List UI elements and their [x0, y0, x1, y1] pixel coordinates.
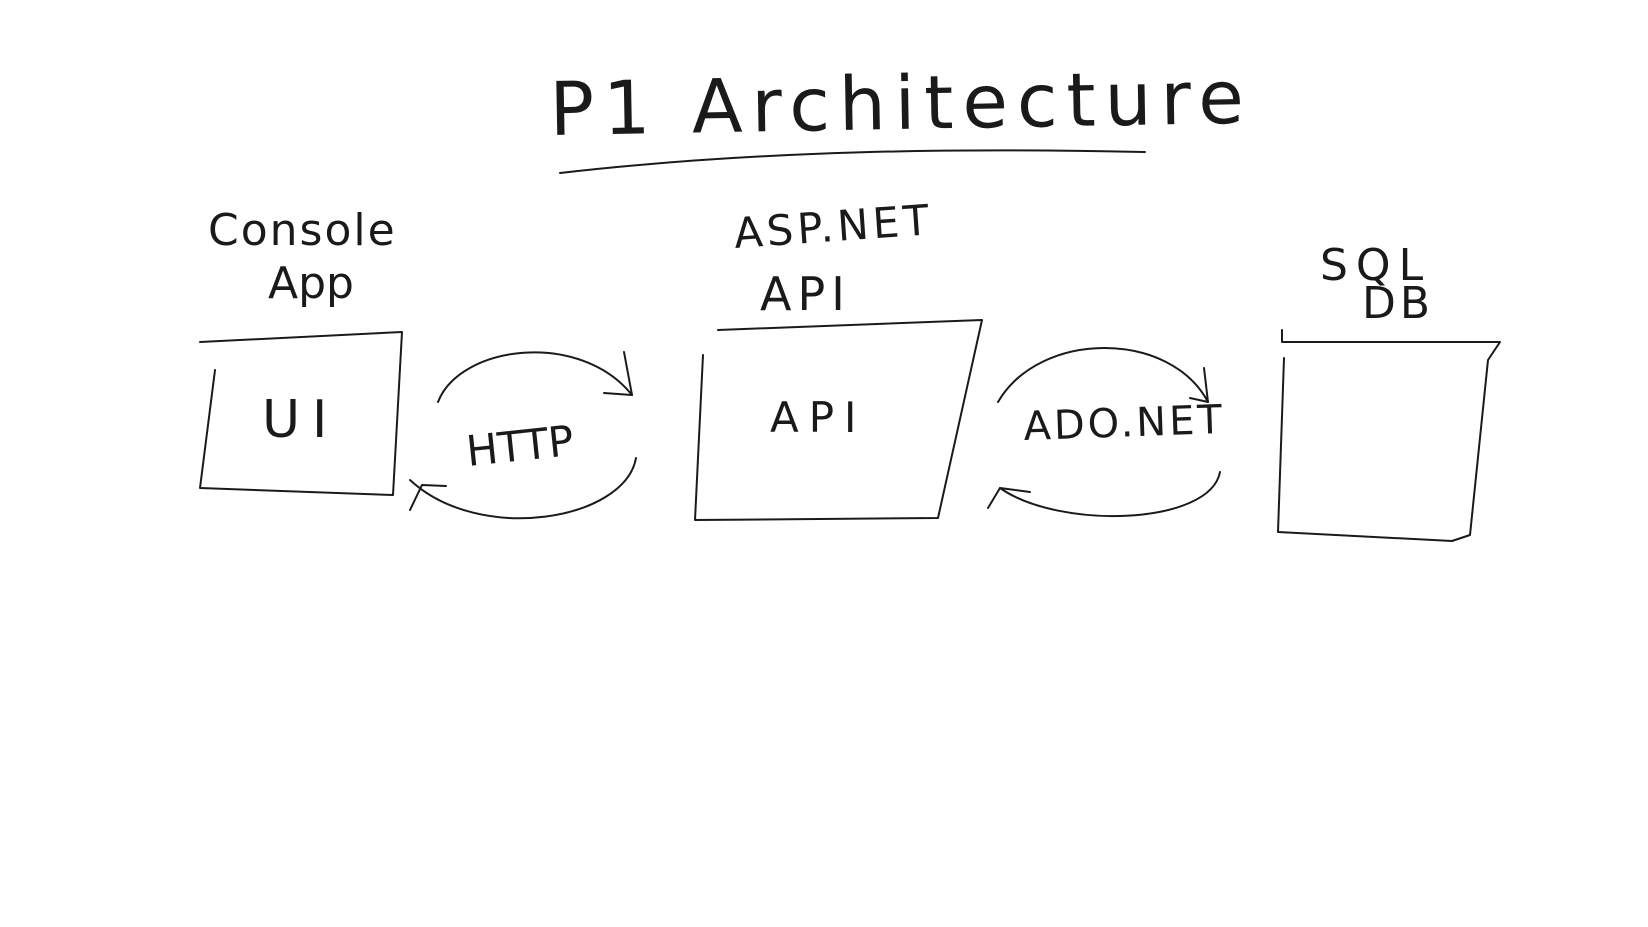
aspnet-api-label-line2: API: [760, 267, 851, 321]
aspnet-api-label-line1: ASP.NET: [732, 195, 934, 258]
aspnet-api-box: [694, 319, 983, 521]
http-arrowhead-back: [409, 484, 447, 511]
title-underline: [559, 149, 1146, 174]
http-arrowhead-forward: [603, 351, 633, 396]
sql-db-box: [1277, 329, 1501, 542]
console-app-inner-label: UI: [262, 390, 339, 450]
diagram-title: P1 Architecture: [549, 55, 1254, 153]
adonet-arrow-back: [999, 471, 1221, 517]
console-app-label-line1: Console: [208, 205, 397, 256]
adonet-arrowhead-forward: [1189, 367, 1209, 403]
http-arrow-back: [409, 457, 637, 520]
console-app-label-line2: App: [268, 258, 354, 309]
http-label: HTTP: [464, 416, 576, 476]
console-app-box: [199, 331, 403, 496]
sql-db-label-line2: DB: [1362, 278, 1434, 329]
aspnet-api-inner-label: API: [770, 393, 866, 442]
http-arrow-forward: [437, 351, 633, 403]
sql-db-label-line1: SQL: [1320, 240, 1431, 291]
adonet-arrow-forward: [997, 347, 1209, 403]
adonet-label: ADO.NET: [1023, 397, 1226, 450]
adonet-arrowhead-back: [987, 487, 1031, 509]
